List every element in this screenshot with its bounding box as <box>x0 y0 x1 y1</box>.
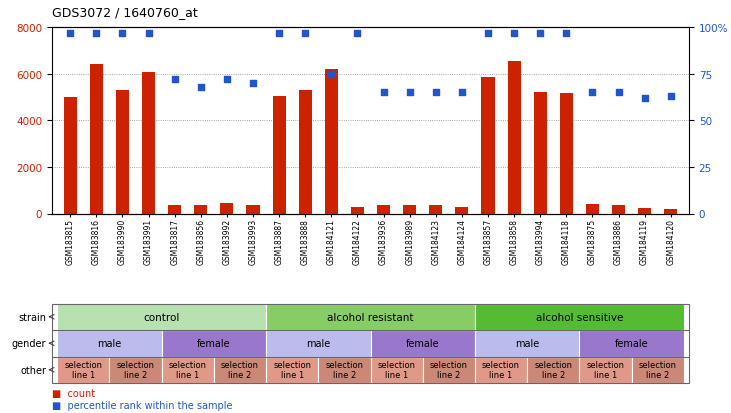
Point <box>404 90 415 96</box>
Point <box>456 90 468 96</box>
Text: selection
line 2: selection line 2 <box>221 360 259 380</box>
Point <box>508 30 520 37</box>
Text: selection
line 2: selection line 2 <box>116 360 154 380</box>
Text: selection
line 1: selection line 1 <box>482 360 520 380</box>
Bar <box>64 98 77 214</box>
Text: male: male <box>306 338 330 349</box>
Text: other: other <box>20 365 46 375</box>
Text: female: female <box>406 338 439 349</box>
Point <box>169 77 181 83</box>
Point <box>613 90 624 96</box>
Point <box>534 30 546 37</box>
Point <box>665 93 677 100</box>
Bar <box>586 205 599 214</box>
Bar <box>534 93 547 214</box>
Bar <box>194 206 208 214</box>
Bar <box>220 204 233 214</box>
Text: selection
line 2: selection line 2 <box>430 360 468 380</box>
Point <box>64 30 76 37</box>
Text: selection
line 2: selection line 2 <box>534 360 572 380</box>
Point <box>325 71 337 78</box>
Text: GDS3072 / 1640760_at: GDS3072 / 1640760_at <box>52 6 198 19</box>
Point <box>273 30 285 37</box>
Bar <box>664 209 677 214</box>
Text: male: male <box>515 338 539 349</box>
Bar <box>325 70 338 214</box>
Text: strain: strain <box>18 312 46 322</box>
Bar <box>351 207 364 214</box>
Point <box>195 84 207 91</box>
Bar <box>403 206 416 214</box>
Bar <box>482 78 494 214</box>
Text: alcohol sensitive: alcohol sensitive <box>536 312 623 322</box>
Text: ■  count: ■ count <box>52 389 95 399</box>
Bar <box>168 206 181 214</box>
Point <box>482 30 494 37</box>
Bar <box>377 206 390 214</box>
Point <box>639 95 651 102</box>
Bar <box>507 62 520 214</box>
Point <box>117 30 129 37</box>
Bar <box>142 73 155 214</box>
Bar <box>429 206 442 214</box>
Text: selection
line 1: selection line 1 <box>586 360 624 380</box>
Bar <box>560 94 573 214</box>
Bar <box>116 91 129 214</box>
Text: selection
line 1: selection line 1 <box>169 360 207 380</box>
Bar <box>612 206 625 214</box>
Bar <box>455 207 469 214</box>
Text: female: female <box>197 338 231 349</box>
Bar <box>246 206 260 214</box>
Text: ■  percentile rank within the sample: ■ percentile rank within the sample <box>52 400 232 410</box>
Text: selection
line 2: selection line 2 <box>639 360 677 380</box>
Bar <box>638 208 651 214</box>
Text: male: male <box>97 338 121 349</box>
Point <box>300 30 311 37</box>
Bar <box>299 91 311 214</box>
Text: control: control <box>143 312 180 322</box>
Text: gender: gender <box>12 338 46 349</box>
Point <box>91 30 102 37</box>
Point <box>221 77 232 83</box>
Text: selection
line 2: selection line 2 <box>325 360 363 380</box>
Point <box>586 90 598 96</box>
Bar <box>273 97 286 214</box>
Text: selection
line 1: selection line 1 <box>64 360 102 380</box>
Text: selection
line 1: selection line 1 <box>273 360 311 380</box>
Point <box>378 90 390 96</box>
Point <box>143 30 154 37</box>
Bar <box>90 65 103 214</box>
Point <box>561 30 572 37</box>
Text: alcohol resistant: alcohol resistant <box>327 312 414 322</box>
Text: selection
line 1: selection line 1 <box>378 360 416 380</box>
Point <box>247 81 259 87</box>
Point <box>430 90 442 96</box>
Point <box>352 30 363 37</box>
Text: female: female <box>615 338 648 349</box>
